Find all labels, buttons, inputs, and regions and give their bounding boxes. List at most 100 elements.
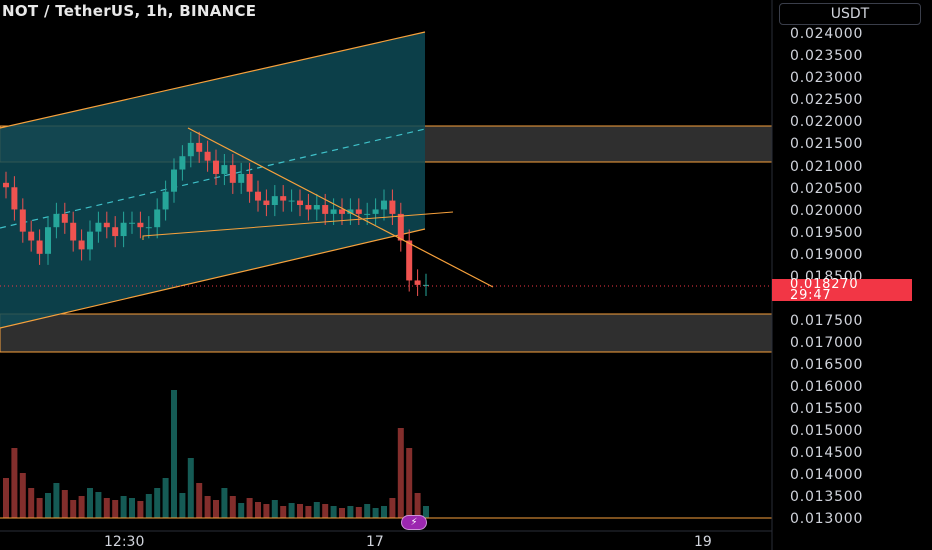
volume-bar (263, 504, 270, 518)
volume-bar (280, 506, 287, 518)
volume-bar (204, 496, 211, 518)
candle-body (364, 213, 371, 215)
price-axis-label: 0.017000 (790, 335, 864, 351)
candle-body (389, 200, 396, 214)
volume-bar (339, 508, 345, 518)
price-axis-label: 0.022500 (790, 92, 864, 108)
candle-body (297, 200, 303, 206)
candle-body (171, 169, 177, 192)
price-axis-label: 0.023500 (790, 48, 864, 64)
candle-body (45, 227, 51, 254)
candle-body (61, 213, 68, 223)
candle-body (70, 222, 77, 241)
candle-body (95, 222, 102, 232)
volume-bar (28, 488, 35, 518)
volume-bar (179, 493, 186, 518)
candle-body (19, 209, 26, 232)
volume-bar (213, 500, 219, 518)
volume-bar (103, 498, 110, 518)
volume-bar (78, 496, 85, 518)
pattern-base-line (142, 211, 454, 240)
volume-bar (288, 503, 295, 518)
channel-upper-line (0, 31, 426, 129)
candle-body (28, 231, 35, 241)
candle-body (154, 209, 161, 228)
candle-body (381, 200, 387, 210)
candle-body (162, 191, 169, 210)
volume-bar (330, 506, 337, 518)
volume-bar (355, 507, 362, 518)
price-axis-label: 0.021000 (790, 159, 864, 175)
candle-body (53, 213, 60, 228)
volume-bar (53, 483, 60, 518)
support-zone (0, 313, 773, 353)
volume-bar (297, 504, 303, 518)
volume-bar (221, 488, 228, 518)
price-axis-label: 0.022000 (790, 114, 864, 130)
volume-bar (238, 503, 245, 518)
volume-bar (36, 498, 43, 518)
candle-body (196, 142, 203, 152)
countdown-timer: 29:47 (790, 288, 832, 303)
time-label-1230: 12:30 (104, 534, 145, 550)
volume-bar (246, 498, 253, 518)
volume-bar (229, 496, 236, 518)
volume-bar (19, 473, 26, 518)
last-price-value: 0.018270 (790, 277, 859, 292)
volume-bar (154, 488, 161, 518)
candle-body (103, 222, 110, 228)
volume-bar (162, 478, 169, 518)
currency-button[interactable]: USDT (779, 3, 921, 25)
candle-body (255, 191, 261, 201)
candle-body (322, 205, 329, 214)
time-label-17: 17 (366, 534, 384, 550)
candle-body (137, 222, 144, 228)
price-axis-label: 0.023000 (790, 70, 864, 86)
candle-body (347, 209, 354, 214)
price-axis-label: 0.020000 (790, 203, 864, 219)
price-axis-label: 0.013500 (790, 489, 864, 505)
channel-lower-line (0, 228, 426, 329)
symbol-title: NOT / TetherUS, 1h, BINANCE (2, 2, 257, 20)
price-axis-label: 0.020500 (790, 181, 864, 197)
candle-body (179, 156, 186, 170)
price-axis-label: 0.017500 (790, 313, 864, 329)
volume-bar (397, 428, 404, 518)
candle-body (305, 205, 312, 210)
price-axis-label: 0.024000 (790, 26, 864, 42)
candle-body (87, 231, 93, 250)
volume-bar (11, 448, 18, 518)
volume-bar (171, 390, 177, 518)
trendlines (142, 127, 494, 288)
price-axis-label: 0.016500 (790, 357, 864, 373)
lightning-icon[interactable]: ⚡ (401, 515, 427, 530)
volume-bar (45, 493, 51, 518)
volume-bar (145, 494, 152, 518)
candle-body (271, 196, 278, 206)
volume-bar (61, 490, 68, 518)
price-axis-label: 0.019000 (790, 247, 864, 263)
candle-body (423, 284, 429, 286)
descending-trendline (187, 127, 494, 288)
candle-body (129, 222, 135, 224)
volume-bar (120, 496, 127, 518)
volume-bar (364, 504, 371, 518)
candle-body (246, 173, 253, 192)
volume-bar (70, 500, 77, 518)
candle-body (120, 222, 127, 237)
channel-fill (0, 32, 425, 328)
candle-body (213, 160, 219, 174)
volume-bar (381, 506, 387, 518)
candle-body (221, 165, 228, 174)
price-axis-label: 0.015500 (790, 401, 864, 417)
volume-bar (305, 506, 312, 518)
volume-bar (196, 483, 203, 518)
candle-body (355, 209, 362, 214)
volume-bar (372, 508, 379, 518)
candle-body (330, 209, 337, 214)
candle-body (288, 200, 295, 202)
price-axis-label: 0.021500 (790, 136, 864, 152)
candle-body (280, 196, 287, 201)
price-axis-label: 0.013000 (790, 511, 864, 527)
